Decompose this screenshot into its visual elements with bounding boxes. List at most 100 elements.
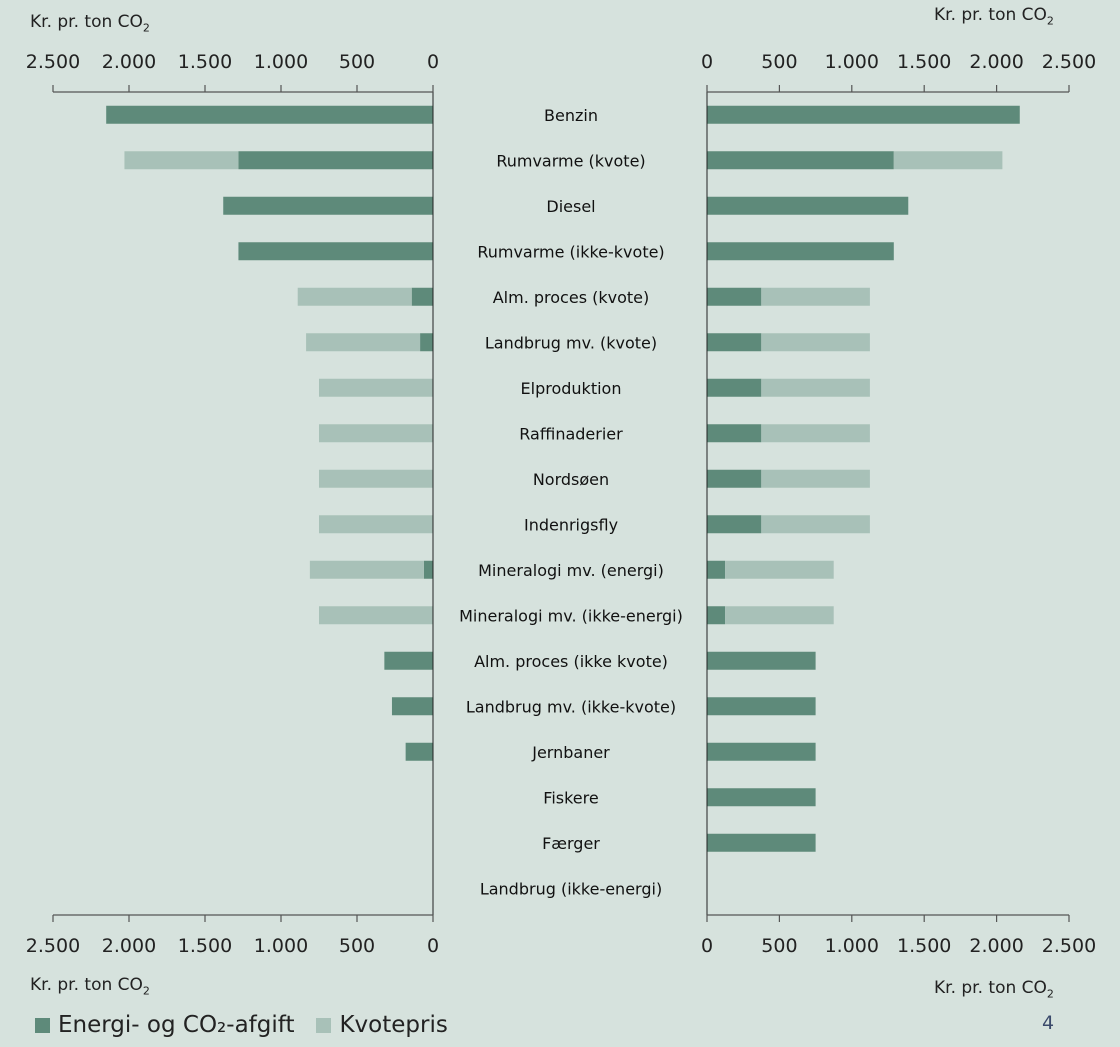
right-top-tick-label: 1.000 (825, 51, 879, 73)
left-bar-quota (309, 560, 424, 579)
left-bar-energy (411, 287, 433, 306)
right-bottom-axis-title: Kr. pr. ton CO2 (934, 978, 1054, 1001)
left-top-tick-label: 1.500 (178, 51, 232, 73)
category-label: Færger (542, 834, 600, 853)
right-bottom-tick-label: 0 (701, 935, 713, 957)
left-bottom-tick-label: 1.000 (254, 935, 308, 957)
category-label: Rumvarme (kvote) (496, 151, 645, 170)
legend: Energi- og CO₂-afgift Kvotepris (35, 1012, 470, 1038)
right-bar-quota (761, 469, 870, 488)
legend-item-energy: Energi- og CO₂-afgift (35, 1012, 294, 1038)
right-bar-quota (761, 378, 870, 397)
right-bar-energy (707, 378, 762, 397)
left-bar-quota (319, 424, 433, 443)
left-bar-energy (238, 151, 433, 170)
right-bar-energy (707, 287, 762, 306)
category-label: Alm. proces (ikke kvote) (474, 652, 668, 671)
left-bottom-tick-label: 0 (427, 935, 439, 957)
category-label: Indenrigsfly (524, 515, 618, 534)
right-bar-quota (761, 287, 870, 306)
left-bar-energy (106, 105, 433, 124)
category-label: Alm. proces (kvote) (493, 288, 650, 307)
right-bar-quota (761, 333, 870, 352)
right-top-axis-title: Kr. pr. ton CO2 (934, 5, 1054, 28)
left-bar-quota (319, 606, 433, 625)
left-bottom-tick-label: 2.000 (102, 935, 156, 957)
left-bar-quota (306, 333, 421, 352)
right-bottom-tick-label: 2.500 (1042, 935, 1096, 957)
category-label: Nordsøen (533, 470, 609, 489)
left-bottom-tick-label: 1.500 (178, 935, 232, 957)
left-bar-quota (319, 378, 433, 397)
category-label: Landbrug mv. (kvote) (485, 333, 657, 352)
chart-svg: 2.500 2.000 1.500 1.000 500 0 2.500 2.000 1.500 1… (26, 51, 1096, 957)
right-bar-energy (707, 242, 894, 261)
left-bar-energy (405, 742, 433, 761)
right-bar-quota (725, 560, 834, 579)
right-bar-energy (707, 833, 816, 852)
right-bar-energy (707, 560, 726, 579)
right-bar-quota (893, 151, 1003, 170)
left-bar-quota (319, 469, 433, 488)
right-top-tick-label: 500 (761, 51, 797, 73)
category-label: Mineralogi mv. (energi) (478, 561, 664, 580)
right-bar-quota (761, 424, 870, 443)
legend-label-energy: Energi- og CO₂-afgift (58, 1012, 295, 1038)
left-bottom-axis-title: Kr. pr. ton CO2 (30, 975, 150, 998)
left-bottom-tick-label: 2.500 (26, 935, 80, 957)
left-bar-quota (319, 515, 433, 534)
left-top-tick-label: 500 (339, 51, 375, 73)
category-label: Benzin (544, 106, 598, 125)
category-label: Mineralogi mv. (ikke-energi) (459, 606, 683, 625)
category-label: Rumvarme (ikke-kvote) (477, 242, 664, 261)
right-bar-energy (707, 697, 816, 716)
left-bar-quota (124, 151, 239, 170)
left-top-tick-label: 0 (427, 51, 439, 73)
right-bar-energy (707, 651, 816, 670)
right-bottom-tick-label: 1.500 (897, 935, 951, 957)
category-label: Landbrug mv. (ikke-kvote) (466, 697, 676, 716)
left-top-tick-label: 2.500 (26, 51, 80, 73)
category-label: Raffinaderier (519, 424, 623, 443)
right-bottom-tick-label: 1.000 (825, 935, 879, 957)
legend-item-quota: Kvotepris (316, 1012, 448, 1038)
right-top-tick-label: 0 (701, 51, 713, 73)
right-bar-energy (707, 424, 762, 443)
left-bottom-tick-label: 500 (339, 935, 375, 957)
left-top-tick-label: 1.000 (254, 51, 308, 73)
left-top-axis-title: Kr. pr. ton CO2 (30, 12, 150, 35)
right-bottom-tick-label: 500 (761, 935, 797, 957)
left-bar-energy (423, 560, 433, 579)
right-bar-energy (707, 788, 816, 807)
right-top-tick-label: 1.500 (897, 51, 951, 73)
right-bottom-tick-label: 2.000 (969, 935, 1023, 957)
right-bar-energy (707, 469, 762, 488)
right-top-tick-label: 2.500 (1042, 51, 1096, 73)
category-label: Fiskere (543, 788, 598, 807)
right-bar-energy (707, 606, 726, 625)
left-bar-energy (223, 196, 433, 215)
page-number: 4 (1042, 1012, 1055, 1034)
right-bar-energy (707, 515, 762, 534)
legend-swatch-energy (35, 1017, 50, 1033)
right-bar-energy (707, 196, 909, 215)
left-bar-energy (238, 242, 433, 261)
category-label: Diesel (546, 197, 595, 216)
left-bar-energy (391, 697, 433, 716)
legend-swatch-quota (316, 1017, 332, 1033)
right-bar-energy (707, 333, 762, 352)
legend-label-quota: Kvotepris (339, 1012, 448, 1038)
right-bar-quota (761, 515, 870, 534)
right-top-tick-label: 2.000 (969, 51, 1023, 73)
right-bar-quota (725, 606, 834, 625)
left-bar-quota (297, 287, 412, 306)
right-bar-energy (707, 151, 894, 170)
category-label: Jernbaner (531, 743, 610, 762)
category-label: Landbrug (ikke-energi) (480, 879, 662, 898)
category-label: Elproduktion (521, 379, 622, 398)
right-bar-energy (707, 742, 816, 761)
left-bar-energy (384, 651, 433, 670)
left-bar-energy (420, 333, 433, 352)
left-top-tick-label: 2.000 (102, 51, 156, 73)
right-bar-energy (707, 105, 1020, 124)
